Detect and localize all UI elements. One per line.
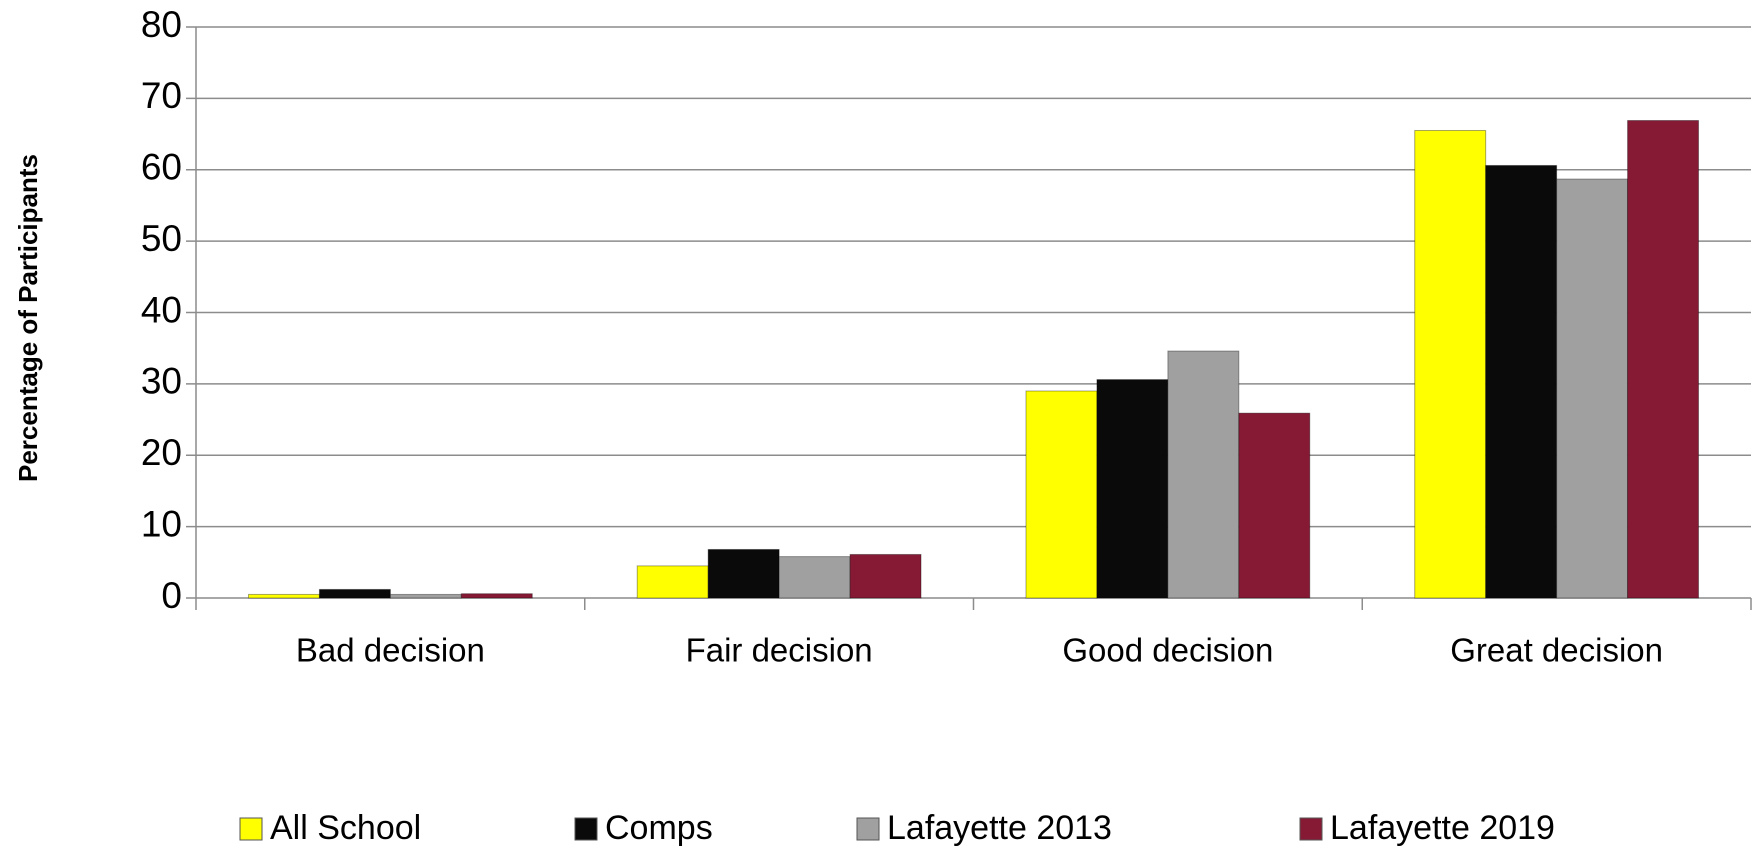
bar [1025,390,1098,599]
x-tick-label: Great decision [1450,632,1663,669]
legend-swatch [239,817,263,841]
y-tick-label: 20 [141,432,182,473]
y-tick-label: 80 [141,4,182,45]
bar [389,593,462,599]
legend-swatch [856,817,880,841]
bar [1414,129,1487,599]
y-axis-label: Percentage of Participants [13,154,43,482]
legend-swatch [1299,817,1323,841]
bar [849,553,922,599]
y-tick-label: 70 [141,75,182,116]
y-tick-label: 50 [141,218,182,259]
x-tick-label: Fair decision [686,632,873,669]
bar [460,593,533,599]
x-tick-label: Bad decision [296,632,485,669]
x-tick-label: Good decision [1062,632,1273,669]
legend-label: Lafayette 2019 [1330,809,1555,847]
legend-label: Comps [605,809,713,847]
y-tick-label: 40 [141,289,182,330]
bar [778,556,851,599]
legend-swatch [574,817,598,841]
bar [1556,178,1629,599]
bar [1096,379,1169,599]
bar [707,548,780,599]
bar [636,565,709,599]
y-tick-label: 60 [141,147,182,188]
y-tick-label: 30 [141,361,182,402]
legend-label: Lafayette 2013 [887,809,1112,847]
bar [1485,164,1558,599]
y-tick-label: 10 [141,503,182,544]
legend-label: All School [270,809,421,847]
bar [247,593,320,599]
bar [1627,120,1700,599]
y-tick-label: 0 [161,575,182,616]
bar [318,588,391,599]
bar [1167,350,1240,599]
bar [1238,412,1311,599]
